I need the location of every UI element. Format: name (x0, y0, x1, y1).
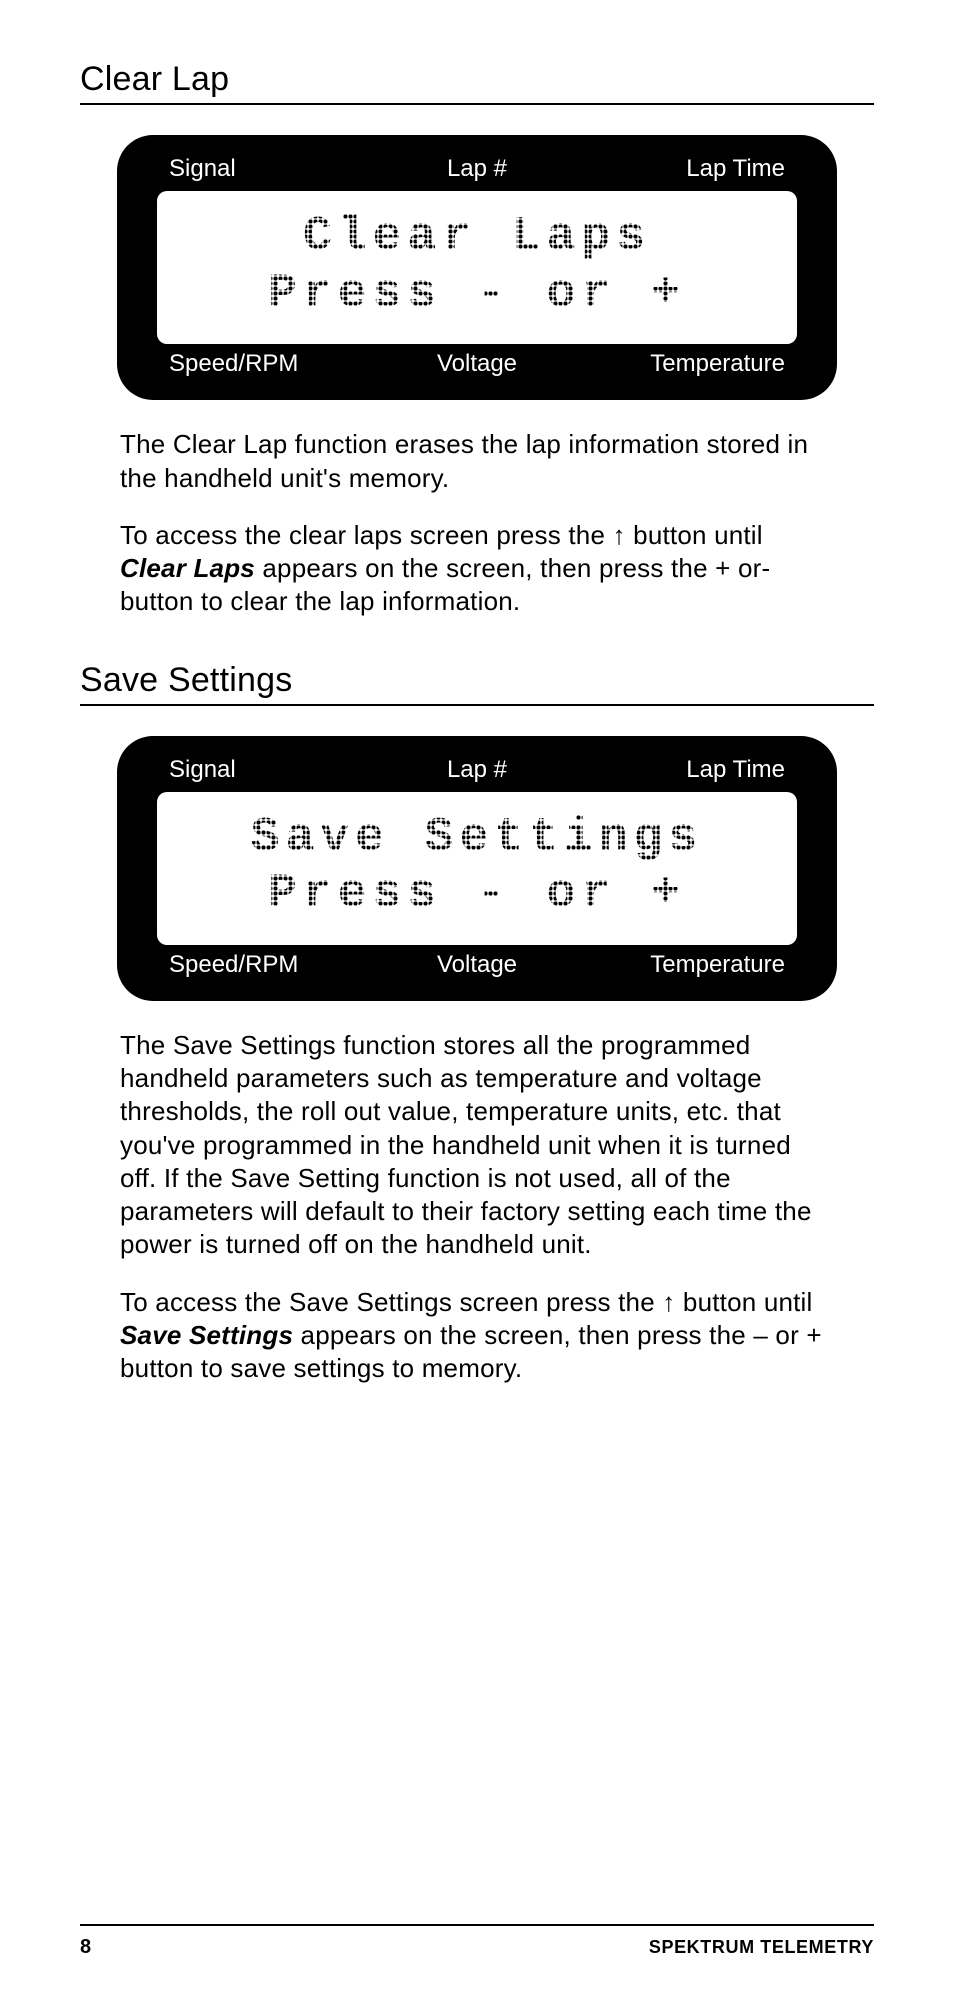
manual-page: Clear Lap Signal Lap # Lap Time Clear La… (0, 0, 954, 2009)
footer-brand: SPEKTRUM TELEMETRY (649, 1937, 874, 1958)
device-display-save-settings: Signal Lap # Lap Time Save Settings Pres… (117, 736, 837, 1001)
clear-lap-paragraph-1: The Clear Lap function erases the lap in… (120, 428, 834, 495)
label-temperature: Temperature (580, 951, 785, 979)
lcd-line-1: Save Settings (251, 810, 703, 867)
emphasis-save-settings: Save Settings (120, 1320, 293, 1350)
page-footer: 8 SPEKTRUM TELEMETRY (80, 1924, 874, 1959)
label-lap-number: Lap # (374, 155, 579, 183)
up-arrow-icon: ↑ (613, 520, 626, 550)
page-number: 8 (80, 1936, 91, 1959)
label-signal: Signal (169, 756, 374, 784)
device-bottom-labels: Speed/RPM Voltage Temperature (157, 344, 797, 386)
label-temperature: Temperature (580, 350, 785, 378)
clear-lap-paragraph-2: To access the clear laps screen press th… (120, 519, 834, 619)
label-speed-rpm: Speed/RPM (169, 951, 374, 979)
label-lap-time: Lap Time (580, 155, 785, 183)
label-voltage: Voltage (374, 350, 579, 378)
up-arrow-icon: ↑ (662, 1287, 675, 1317)
label-lap-number: Lap # (374, 756, 579, 784)
label-voltage: Voltage (374, 951, 579, 979)
save-settings-paragraph-2: To access the Save Settings screen press… (120, 1286, 834, 1386)
label-speed-rpm: Speed/RPM (169, 350, 374, 378)
text-fragment: button until (675, 1287, 812, 1317)
label-signal: Signal (169, 155, 374, 183)
text-fragment: To access the clear laps screen press th… (120, 520, 613, 550)
label-lap-time: Lap Time (580, 756, 785, 784)
section-title-save-settings: Save Settings (80, 661, 874, 706)
lcd-line-2: Press - or + (268, 866, 686, 923)
device-top-labels: Signal Lap # Lap Time (157, 149, 797, 191)
device-top-labels: Signal Lap # Lap Time (157, 750, 797, 792)
text-fragment: button until (626, 520, 763, 550)
device-display-clear-lap: Signal Lap # Lap Time Clear Laps Press -… (117, 135, 837, 400)
text-fragment: To access the Save Settings screen press… (120, 1287, 662, 1317)
lcd-screen: Save Settings Press - or + (157, 792, 797, 945)
section-title-clear-lap: Clear Lap (80, 60, 874, 105)
save-settings-paragraph-1: The Save Settings function stores all th… (120, 1029, 834, 1262)
device-bottom-labels: Speed/RPM Voltage Temperature (157, 945, 797, 987)
lcd-line-2: Press - or + (268, 266, 686, 323)
lcd-line-1: Clear Laps (303, 209, 651, 266)
emphasis-clear-laps: Clear Laps (120, 553, 255, 583)
lcd-screen: Clear Laps Press - or + (157, 191, 797, 344)
